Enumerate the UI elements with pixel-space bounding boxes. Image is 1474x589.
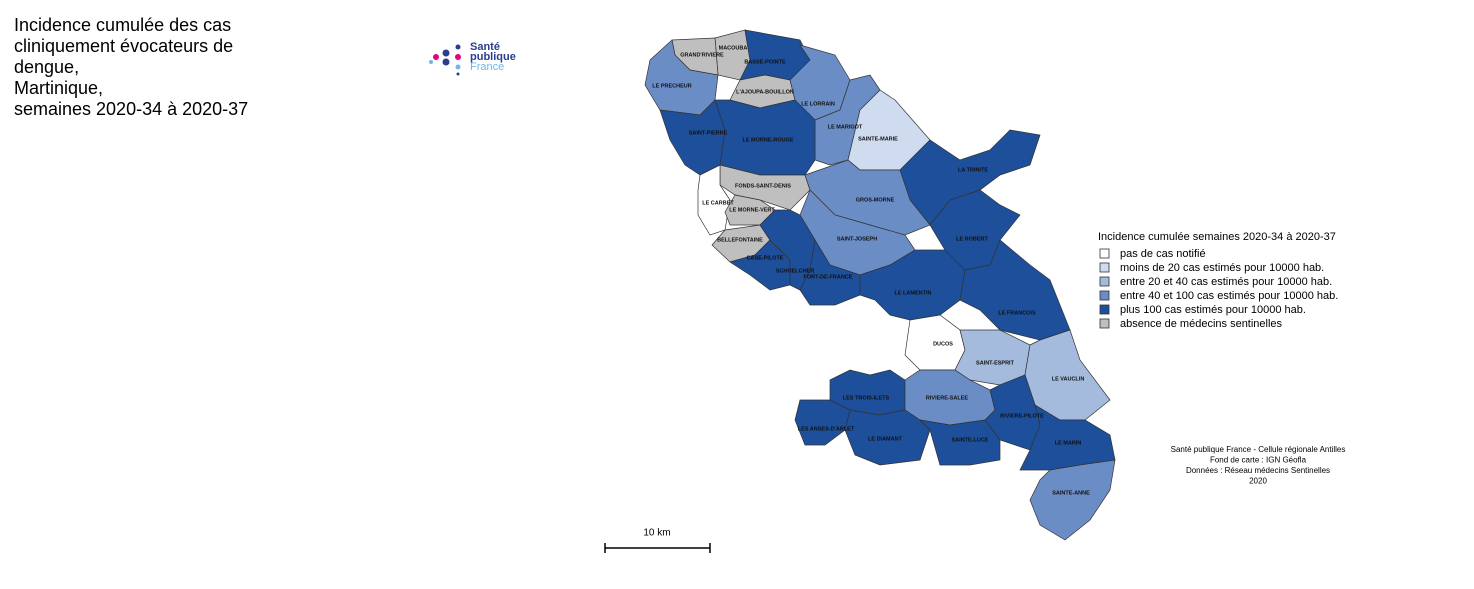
- region-label: MACOUBA: [719, 45, 748, 51]
- region-label: SAINT-PIERRE: [689, 130, 728, 136]
- region-label: GRAND'RIVIERE: [680, 52, 724, 58]
- credit-line: 2020: [1249, 477, 1267, 486]
- region-label: LE LAMENTIN: [895, 290, 932, 296]
- region-label: LES ANSES-D'ARLET: [798, 426, 855, 432]
- region: [644, 39, 719, 116]
- region-label: L'AJOUPA-BOUILLON: [736, 89, 794, 95]
- logo-text: publique: [470, 51, 516, 63]
- title-line: Martinique,: [14, 78, 103, 98]
- region-label: SAINTE-LUCE: [952, 437, 989, 443]
- region-label: LE VAUCLIN: [1052, 376, 1085, 382]
- region-label: GROS-MORNE: [856, 197, 895, 203]
- title-line: Incidence cumulée des cas: [14, 15, 231, 35]
- region-label: BELLEFONTAINE: [717, 237, 763, 243]
- legend-label: entre 40 et 100 cas estimés pour 10000 h…: [1120, 290, 1338, 302]
- region: [814, 74, 881, 166]
- region: [918, 419, 1001, 466]
- legend-label: absence de médecins sentinelles: [1120, 318, 1283, 330]
- logo-text: Santé: [470, 41, 500, 53]
- region-label: LE DIAMANT: [868, 436, 903, 442]
- title-line: semaines 2020-34 à 2020-37: [14, 99, 248, 119]
- region-label: LE MORNE-ROUGE: [742, 137, 793, 143]
- region: [859, 249, 966, 321]
- title-line: dengue,: [14, 57, 79, 77]
- region-label: FORT-DE-FRANCE: [804, 274, 853, 280]
- legend-label: plus 100 cas estimés pour 10000 hab.: [1120, 304, 1306, 316]
- legend-swatch: [1099, 290, 1110, 301]
- region-label: SAINTE-ANNE: [1052, 490, 1090, 496]
- region-label: LE MARIN: [1055, 440, 1082, 446]
- region-label: LE LORRAIN: [801, 101, 835, 107]
- legend-label: pas de cas notifié: [1120, 248, 1206, 260]
- region-label: BASSE-POINTE: [744, 59, 786, 65]
- region: [714, 99, 816, 176]
- logo-text: France: [470, 61, 504, 73]
- credit-line: Santé publique France - Cellule régional…: [1171, 445, 1346, 454]
- legend-label: moins de 20 cas estimés pour 10000 hab.: [1120, 262, 1324, 274]
- legend-title: Incidence cumulée semaines 2020-34 à 202…: [1098, 231, 1336, 243]
- legend-swatch: [1099, 318, 1110, 329]
- region-label: DUCOS: [933, 341, 953, 347]
- region: [844, 409, 931, 466]
- region-label: FONDS-SAINT-DENIS: [735, 183, 791, 189]
- region: [794, 399, 851, 446]
- scale-label: 10 km: [643, 528, 670, 539]
- region-label: SAINT-JOSEPH: [837, 236, 877, 242]
- region: [1019, 404, 1116, 471]
- region-label: SAINTE-MARIE: [858, 136, 898, 142]
- region-label: RIVIERE-PILOTE: [1000, 413, 1044, 419]
- region-label: LE PRECHEUR: [652, 83, 691, 89]
- title-line: cliniquement évocateurs de: [14, 36, 233, 56]
- region-label: LE MARIGOT: [828, 124, 863, 130]
- region: [1029, 459, 1116, 541]
- region-label: LES TROIS-ILETS: [843, 395, 890, 401]
- region-label: LE CARBET: [702, 200, 734, 206]
- legend-swatch: [1099, 248, 1110, 259]
- region-label: LE FRANCOIS: [998, 310, 1036, 316]
- region-label: LE ROBERT: [956, 236, 988, 242]
- region-label: RIVIERE-SALEE: [926, 395, 969, 401]
- legend-swatch: [1099, 262, 1110, 273]
- logo-dots: [429, 44, 461, 76]
- legend-label: entre 20 et 40 cas estimés pour 10000 ha…: [1120, 276, 1332, 288]
- region: [954, 329, 1031, 386]
- legend-swatch: [1099, 276, 1110, 287]
- region-label: SAINT-ESPRIT: [976, 360, 1015, 366]
- region-label: SCHOELCHER: [776, 268, 815, 274]
- scale-bar: [604, 543, 711, 553]
- credit-line: Fond de carte : IGN Géofla: [1210, 456, 1307, 465]
- region-label: CASE-PILOTE: [747, 255, 784, 261]
- region-label: LE MORNE-VERT: [729, 207, 775, 213]
- region-label: LA TRINITE: [958, 167, 988, 173]
- credit-line: Données : Réseau médecins Sentinelles: [1186, 466, 1330, 475]
- legend-swatch: [1099, 304, 1110, 315]
